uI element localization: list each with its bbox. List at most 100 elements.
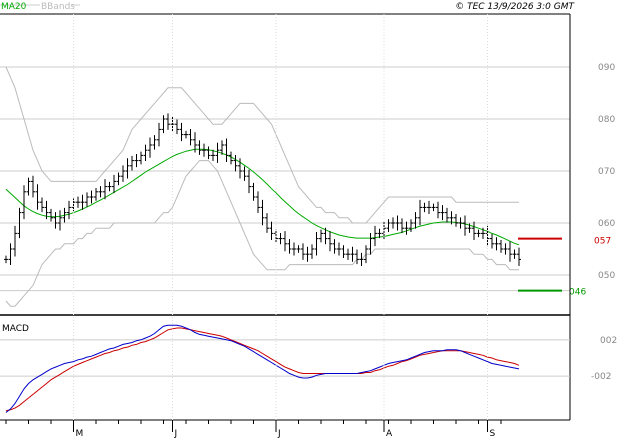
price-bar: [139, 151, 143, 165]
price-bar: [440, 205, 445, 221]
price-bar: [472, 221, 476, 240]
bollinger-bands: [5, 66, 519, 307]
macd-grid: [0, 339, 570, 377]
price-bar: [22, 185, 26, 220]
price-bar: [517, 247, 521, 266]
price-bar: [499, 240, 503, 253]
price-bar: [301, 243, 305, 260]
price-bar: [112, 174, 116, 194]
price-bar: [490, 233, 494, 249]
price-bar: [377, 228, 382, 239]
price-bar: [44, 200, 49, 220]
price-bar: [436, 201, 440, 219]
macd-line: [5, 324, 520, 413]
price-bar: [467, 223, 472, 233]
price-bar: [431, 203, 436, 212]
price-bar: [508, 241, 512, 262]
price-bar: [188, 128, 193, 146]
price-bar: [355, 249, 359, 265]
price-bar: [85, 192, 89, 207]
price-bar: [373, 225, 377, 247]
bbands-lower-line: [5, 160, 519, 307]
price-bar: [103, 179, 107, 200]
price-bar: [17, 207, 22, 239]
price-bar: [53, 212, 58, 229]
price-bar: [359, 252, 364, 266]
price-bar: [62, 207, 67, 223]
price-bar: [413, 212, 418, 229]
price-bar: [184, 130, 188, 139]
price-bar: [265, 213, 269, 233]
price-bar: [130, 155, 134, 171]
price-bar: [94, 188, 98, 201]
price-tick-label: 060: [598, 219, 615, 229]
price-bar: [445, 207, 449, 223]
month-tick-label: J: [174, 429, 178, 439]
price-bar: [121, 165, 125, 182]
price-bar: [49, 208, 53, 222]
price-bar: [418, 199, 422, 226]
price-bar: [242, 166, 247, 181]
price-bar: [395, 215, 400, 231]
price-bar: [494, 237, 499, 251]
price-bar: [512, 249, 517, 259]
price-bar: [256, 191, 260, 214]
price-bar: [211, 149, 215, 162]
price-bar: [247, 169, 251, 194]
price-bar: [8, 243, 13, 266]
price-tick-label: 090: [598, 63, 615, 73]
bbands-legend-label: BBands: [41, 2, 75, 12]
price-bar: [409, 219, 413, 232]
bbands-upper-line: [5, 66, 519, 224]
price-bar: [323, 227, 328, 245]
price-bar: [202, 143, 206, 157]
price-bar: [76, 196, 80, 208]
price-tick-label: 080: [598, 115, 615, 125]
price-bar: [80, 194, 85, 210]
price-bar: [125, 158, 130, 179]
macd-tick-label: -002: [591, 372, 611, 382]
price-bar: [215, 142, 220, 163]
price-bar: [328, 231, 332, 252]
price-bar: [287, 239, 292, 254]
macd-title: MACD: [2, 324, 29, 334]
price-bar: [292, 242, 296, 256]
price-bar: [58, 210, 62, 231]
month-tick-label: S: [490, 429, 496, 439]
price-bar: [319, 229, 323, 243]
price-tick-label: 070: [598, 167, 615, 177]
price-bar: [458, 217, 463, 229]
ma-legend-label: MA20: [1, 2, 27, 12]
price-bar: [346, 248, 350, 260]
price-bar: [179, 122, 184, 142]
support-label: 046: [569, 288, 586, 298]
price-bar: [4, 255, 8, 264]
moving-average: [5, 148, 520, 246]
price-bar: [310, 244, 314, 259]
price-bar: [152, 135, 157, 150]
price-bar: [454, 214, 458, 227]
macd-tick-label: 002: [600, 336, 617, 346]
macd-axis: 002 -002: [591, 336, 617, 382]
price-tick-label: 050: [598, 271, 615, 281]
price-bar: [35, 184, 40, 210]
price-bar: [157, 122, 161, 147]
price-bar: [143, 144, 148, 162]
price-bar: [350, 246, 355, 262]
price-bar: [116, 172, 121, 186]
macd-lines: [5, 324, 520, 413]
price-bar: [296, 245, 301, 253]
price-bar: [220, 140, 224, 155]
price-bar: [134, 154, 139, 168]
price-bar: [107, 181, 112, 192]
price-bar: [238, 158, 242, 179]
price-bar: [98, 186, 103, 198]
price-bar: [337, 242, 341, 256]
price-bar: [305, 246, 310, 262]
price-bar: [278, 232, 283, 245]
price-axis: 090 080 070 060 050: [598, 63, 615, 281]
ma20-line: [5, 148, 520, 246]
price-bar: [233, 154, 238, 172]
